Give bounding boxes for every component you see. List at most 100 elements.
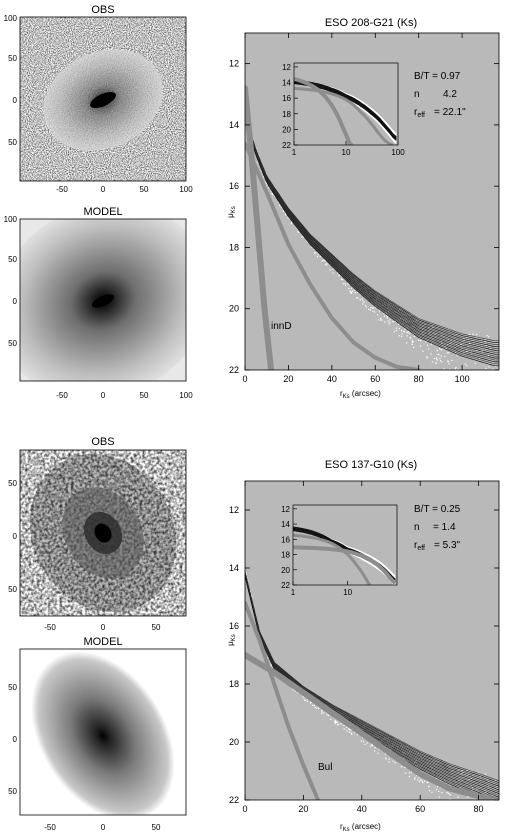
data-point (432, 332, 434, 334)
data-point (348, 283, 350, 285)
data-point (375, 305, 377, 307)
data-point (479, 818, 480, 819)
data-point (421, 331, 423, 333)
data-point (316, 256, 318, 258)
data-point (306, 240, 308, 242)
data-point (432, 771, 434, 773)
data-point (297, 231, 299, 233)
data-point (343, 724, 345, 726)
data-point (417, 779, 419, 781)
data-point (354, 731, 356, 733)
data-point (470, 350, 472, 352)
reff-value-2: = 5.3" (434, 540, 461, 551)
inset-component-curve (294, 76, 353, 145)
model-ytick: 0 (13, 735, 18, 744)
data-point (484, 790, 486, 792)
profile-fit-line (245, 113, 499, 359)
data-point (350, 729, 352, 731)
data-point (329, 269, 331, 271)
inset-component-curve (293, 533, 372, 585)
data-point (326, 712, 328, 714)
data-point (294, 690, 296, 692)
data-point (433, 357, 435, 360)
inset-component-curve (294, 87, 394, 145)
component-curve-b (245, 141, 421, 370)
y-tick-label: 22 (229, 365, 239, 375)
data-point (270, 190, 272, 192)
inset-y-tick-label: 16 (281, 535, 290, 544)
data-point (449, 793, 451, 796)
data-point (247, 580, 249, 582)
chart-title-2: ESO 137-G10 (Ks) (325, 459, 417, 471)
data-point (407, 332, 409, 334)
data-point (334, 721, 337, 723)
data-point (314, 706, 316, 708)
data-point (427, 339, 429, 342)
data-point (356, 734, 358, 736)
data-point (475, 333, 477, 336)
y-tick-label: 16 (229, 621, 239, 631)
inset-marks-1 (294, 76, 397, 145)
data-point (433, 770, 435, 772)
reff-label-1: reff (414, 107, 425, 119)
data-point (424, 323, 426, 325)
obs-ytick: 50 (8, 138, 17, 147)
model-image-2 (20, 649, 186, 815)
data-point (354, 292, 356, 294)
x-tick-label: 0 (242, 804, 247, 814)
data-point (360, 740, 362, 742)
data-point (444, 780, 446, 782)
data-point (450, 343, 452, 345)
data-point (422, 333, 424, 335)
data-point (463, 808, 464, 809)
data-point (472, 333, 474, 335)
data-point (490, 392, 491, 393)
data-point (285, 214, 287, 216)
data-point (324, 263, 327, 266)
inset-frame-2 (292, 504, 398, 586)
data-point (494, 371, 495, 372)
data-point (289, 218, 291, 220)
x-tick-label: 0 (242, 374, 247, 384)
data-point (366, 742, 368, 744)
data-point (476, 337, 478, 339)
data-point (335, 720, 337, 722)
data-point (486, 778, 488, 780)
data-point (366, 291, 368, 293)
data-point (460, 347, 462, 349)
y-tick-label: 18 (229, 242, 239, 252)
inset-axes-1: 1 10 100 12 14 16 18 20 22 (282, 63, 405, 157)
data-point (316, 707, 318, 709)
data-point (312, 704, 314, 706)
data-point (446, 338, 448, 340)
data-point (398, 323, 400, 325)
data-point (359, 299, 361, 301)
data-point (484, 773, 486, 775)
data-point (267, 657, 269, 659)
data-point (405, 321, 407, 323)
data-point (395, 327, 398, 329)
data-point (428, 348, 430, 350)
data-point (427, 326, 430, 329)
data-point (468, 779, 470, 781)
data-point (483, 818, 484, 819)
data-point (495, 831, 496, 832)
data-point (476, 788, 478, 790)
x-tick-label: 40 (327, 374, 337, 384)
inset-y-tick-label: 12 (281, 505, 290, 514)
data-point (440, 349, 442, 351)
inset-fit-line (294, 79, 397, 138)
obs-axis-ticks-2: 50 0 50 -50 0 50 (8, 479, 161, 632)
data-point (340, 723, 342, 725)
data-point (348, 280, 350, 282)
data-point (324, 259, 326, 261)
data-point (347, 718, 349, 720)
data-point (271, 192, 273, 195)
model-xtick: -50 (44, 823, 56, 832)
data-point (489, 387, 490, 388)
data-point (485, 367, 487, 369)
data-point (398, 335, 400, 337)
data-point (306, 698, 309, 700)
data-point (431, 361, 433, 363)
